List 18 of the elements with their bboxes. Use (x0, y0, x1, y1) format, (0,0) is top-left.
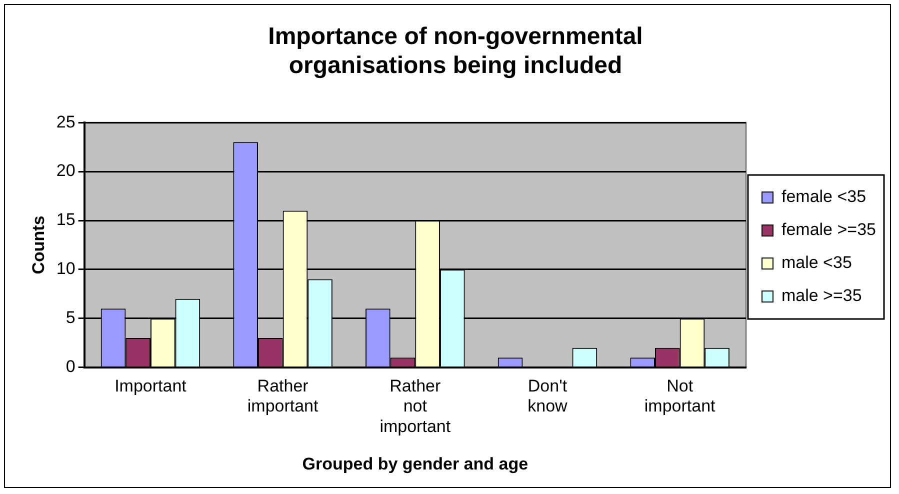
y-tick-label: 15 (56, 210, 76, 230)
y-axis-title: Counts (28, 216, 48, 274)
x-axis-title: Grouped by gender and age (302, 454, 528, 474)
x-tick-label: Rather important (247, 376, 319, 416)
x-tick-label: Don't know (528, 376, 568, 416)
x-tick-label: Not important (644, 376, 716, 416)
y-tick-label: 25 (56, 112, 76, 132)
x-tick-label: Rather not important (380, 376, 451, 436)
y-tick-label: 10 (56, 259, 76, 278)
legend-label: male <35 (781, 253, 852, 272)
legend-label: female >=35 (781, 220, 876, 240)
legend-label: male >=35 (781, 286, 862, 306)
chart-title: Importance of non-governmental organisations being included (268, 23, 643, 79)
legend-label: female <35 (781, 187, 866, 206)
x-tick-label: Important (114, 376, 187, 396)
y-tick-label: 0 (66, 357, 76, 376)
y-tick-label: 20 (56, 161, 76, 180)
y-tick-label: 5 (66, 308, 76, 328)
